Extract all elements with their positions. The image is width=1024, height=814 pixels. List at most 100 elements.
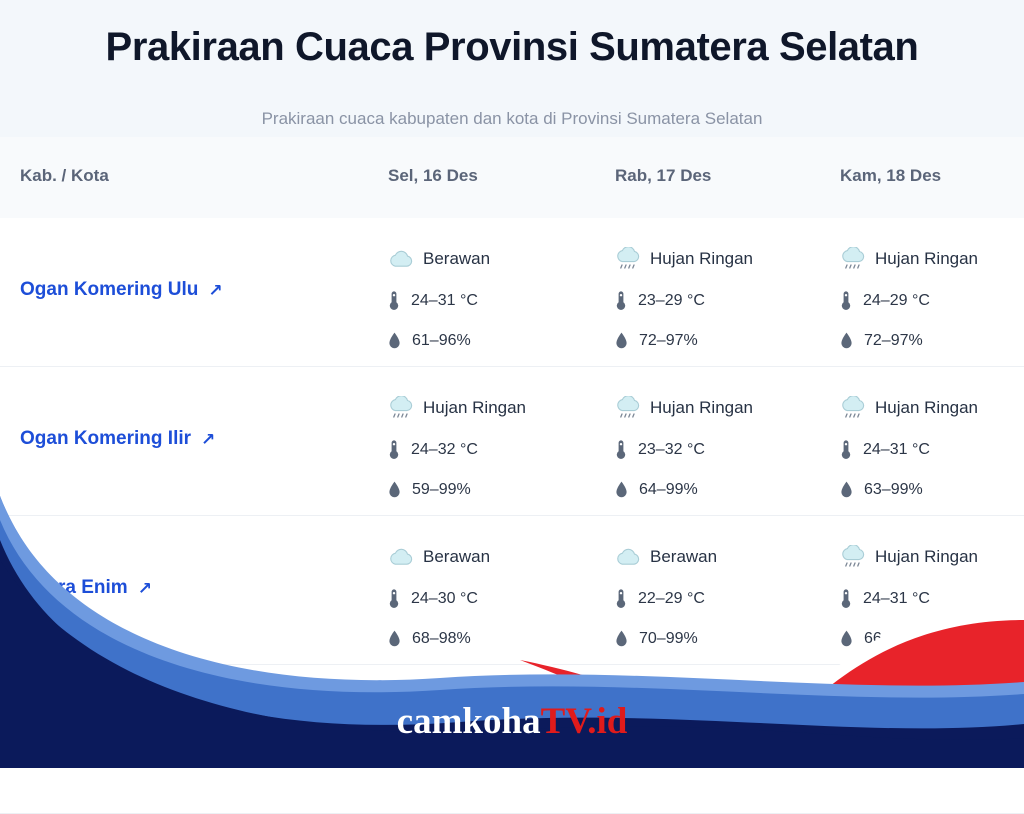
- droplet-icon: [388, 629, 401, 649]
- forecast-cell: Berawan: [840, 693, 1024, 719]
- external-link-arrow-icon: ↗: [201, 429, 216, 449]
- cloud-rain-icon: [840, 247, 866, 271]
- droplet-icon: [615, 629, 628, 649]
- humidity-row: 61–96%: [388, 328, 598, 354]
- thermometer-icon: [840, 439, 852, 461]
- table-header-row: Kab. / Kota Sel, 16 Des Rab, 17 Des Kam,…: [0, 137, 1024, 218]
- forecast-cell: Hujan Ringan 23–29 °C 72–97%: [615, 246, 825, 354]
- temperature-value: 24–29 °C: [863, 292, 930, 309]
- cloud-rain-icon: [615, 247, 641, 271]
- condition-row: Hujan Ringan: [615, 395, 825, 421]
- humidity-value: 66–99%: [864, 630, 923, 647]
- humidity-row: 59–99%: [388, 477, 598, 503]
- region-link[interactable]: Ogan Komering Ulu ↗: [20, 279, 223, 301]
- humidity-value: 68–98%: [412, 630, 471, 647]
- page-title: Prakiraan Cuaca Provinsi Sumatera Selata…: [105, 25, 919, 69]
- region-link[interactable]: Muara Enim ↗: [20, 577, 152, 599]
- condition-row: Berawan: [840, 693, 1024, 719]
- condition-label: Hujan Ringan: [875, 249, 979, 268]
- forecast-cell: Hujan Ringan 24–31 °C 63–99%: [840, 395, 1024, 503]
- condition-row: Berawan: [388, 544, 598, 570]
- temperature-value: 23–32 °C: [638, 441, 705, 458]
- forecast-cell: Hujan Ringan 24–31 °C 66–99%: [840, 544, 1024, 652]
- temperature-row: 24–32 °C: [388, 437, 598, 463]
- humidity-row: 72–97%: [840, 328, 1024, 354]
- forecast-cell: Berawan 24–31 °C 61–96%: [388, 246, 598, 354]
- condition-row: Hujan Ringan: [840, 544, 1024, 570]
- region-link[interactable]: Ogan Komering Ilir ↗: [20, 428, 215, 450]
- condition-row: Hujan Ringan: [840, 395, 1024, 421]
- forecast-cell: [388, 693, 598, 719]
- temperature-row: 24–30 °C: [388, 586, 598, 612]
- condition-row: Berawan: [615, 544, 825, 570]
- thermometer-icon: [388, 290, 400, 312]
- condition-row: Berawan: [388, 246, 598, 272]
- cloud-rain-icon: [840, 545, 866, 569]
- condition-label: Hujan Ringan: [875, 547, 979, 566]
- condition-row: Hujan Ringan: [388, 395, 598, 421]
- column-header-region: Kab. / Kota: [20, 166, 109, 185]
- table-row: Ringan Berawan: [0, 665, 1024, 814]
- forecast-cell: Berawan 24–30 °C 68–98%: [388, 544, 598, 652]
- condition-row: Hujan Ringan: [615, 246, 825, 272]
- condition-label: Berawan: [423, 547, 491, 566]
- droplet-icon: [840, 480, 853, 500]
- humidity-row: 66–99%: [840, 626, 1024, 652]
- temperature-value: 24–31 °C: [411, 292, 478, 309]
- temperature-value: 23–29 °C: [638, 292, 705, 309]
- cloud-icon: [388, 249, 414, 269]
- cloud-icon: [388, 547, 414, 567]
- forecast-cell: Ringan: [615, 693, 825, 719]
- humidity-row: 72–97%: [615, 328, 825, 354]
- region-label: Muara Enim: [20, 577, 128, 598]
- temperature-row: 23–32 °C: [615, 437, 825, 463]
- thermometer-icon: [615, 588, 627, 610]
- condition-label: Hujan Ringan: [650, 398, 754, 417]
- forecast-cell: Hujan Ringan 24–29 °C 72–97%: [840, 246, 1024, 354]
- forecast-cell: Hujan Ringan 23–32 °C 64–99%: [615, 395, 825, 503]
- cloud-rain-icon: [388, 396, 414, 420]
- humidity-value: 64–99%: [639, 481, 698, 498]
- cloud-icon: [615, 547, 641, 567]
- temperature-value: 24–31 °C: [863, 441, 930, 458]
- thermometer-icon: [615, 439, 627, 461]
- condition-label: Berawan: [650, 547, 718, 566]
- external-link-arrow-icon: ↗: [208, 280, 223, 300]
- humidity-value: 63–99%: [864, 481, 923, 498]
- temperature-value: 24–32 °C: [411, 441, 478, 458]
- forecast-table-body: Ogan Komering Ulu ↗ Berawan 24–31 °C 61–96% H…: [0, 218, 1024, 814]
- droplet-icon: [840, 331, 853, 351]
- droplet-icon: [615, 480, 628, 500]
- condition-label: Hujan Ringan: [875, 398, 979, 417]
- humidity-value: 61–96%: [412, 332, 471, 349]
- cloud-rain-icon: [615, 396, 641, 420]
- region-label: Ogan Komering Ilir: [20, 428, 192, 449]
- condition-label: Berawan: [875, 696, 943, 715]
- thermometer-icon: [388, 439, 400, 461]
- forecast-cell: Hujan Ringan 24–32 °C 59–99%: [388, 395, 598, 503]
- humidity-row: 70–99%: [615, 626, 825, 652]
- temperature-value: 22–29 °C: [638, 590, 705, 607]
- forecast-cell: Berawan 22–29 °C 70–99%: [615, 544, 825, 652]
- humidity-value: 72–97%: [864, 332, 923, 349]
- droplet-icon: [840, 629, 853, 649]
- humidity-row: 63–99%: [840, 477, 1024, 503]
- cloud-icon: [840, 696, 866, 716]
- table-row: Muara Enim ↗ Berawan 24–30 °C 68–98% Berawan 2…: [0, 516, 1024, 665]
- temperature-row: 24–31 °C: [840, 586, 1024, 612]
- thermometer-icon: [840, 290, 852, 312]
- humidity-value: 72–97%: [639, 332, 698, 349]
- thermometer-icon: [388, 588, 400, 610]
- thermometer-icon: [615, 290, 627, 312]
- condition-row: Ringan: [615, 693, 825, 719]
- temperature-row: 24–31 °C: [840, 437, 1024, 463]
- temperature-row: 22–29 °C: [615, 586, 825, 612]
- condition-label: Hujan Ringan: [423, 398, 527, 417]
- column-header-day-2: Rab, 17 Des: [615, 166, 712, 185]
- table-row: Ogan Komering Ulu ↗ Berawan 24–31 °C 61–96% H…: [0, 218, 1024, 367]
- cloud-icon: [388, 696, 414, 716]
- column-header-day-3: Kam, 18 Des: [840, 166, 942, 185]
- page-subtitle: Prakiraan cuaca kabupaten dan kota di Pr…: [261, 109, 763, 128]
- temperature-row: 24–29 °C: [840, 288, 1024, 314]
- temperature-value: 24–30 °C: [411, 590, 478, 607]
